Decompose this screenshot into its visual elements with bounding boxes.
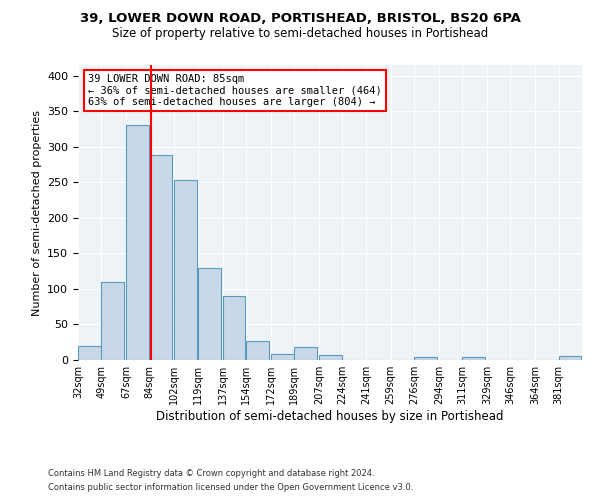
Bar (414, 357, 437, 360)
Bar (294, 347, 317, 360)
Bar (175, 180, 197, 360)
Y-axis label: Number of semi-detached properties: Number of semi-detached properties (32, 110, 41, 316)
Bar (319, 355, 342, 360)
Bar (462, 357, 485, 360)
Bar (101, 282, 124, 360)
Bar (559, 356, 581, 360)
Text: Size of property relative to semi-detached houses in Portishead: Size of property relative to semi-detach… (112, 28, 488, 40)
Bar (126, 126, 149, 360)
Bar (78, 346, 101, 360)
X-axis label: Distribution of semi-detached houses by size in Portishead: Distribution of semi-detached houses by … (156, 410, 504, 423)
Bar (149, 156, 172, 360)
Bar (246, 341, 269, 360)
Bar (223, 296, 245, 360)
Text: 39, LOWER DOWN ROAD, PORTISHEAD, BRISTOL, BS20 6PA: 39, LOWER DOWN ROAD, PORTISHEAD, BRISTOL… (80, 12, 520, 26)
Text: 39 LOWER DOWN ROAD: 85sqm
← 36% of semi-detached houses are smaller (464)
63% of: 39 LOWER DOWN ROAD: 85sqm ← 36% of semi-… (88, 74, 382, 107)
Bar (198, 268, 221, 360)
Text: Contains HM Land Registry data © Crown copyright and database right 2024.: Contains HM Land Registry data © Crown c… (48, 468, 374, 477)
Text: Contains public sector information licensed under the Open Government Licence v3: Contains public sector information licen… (48, 484, 413, 492)
Bar (271, 354, 293, 360)
